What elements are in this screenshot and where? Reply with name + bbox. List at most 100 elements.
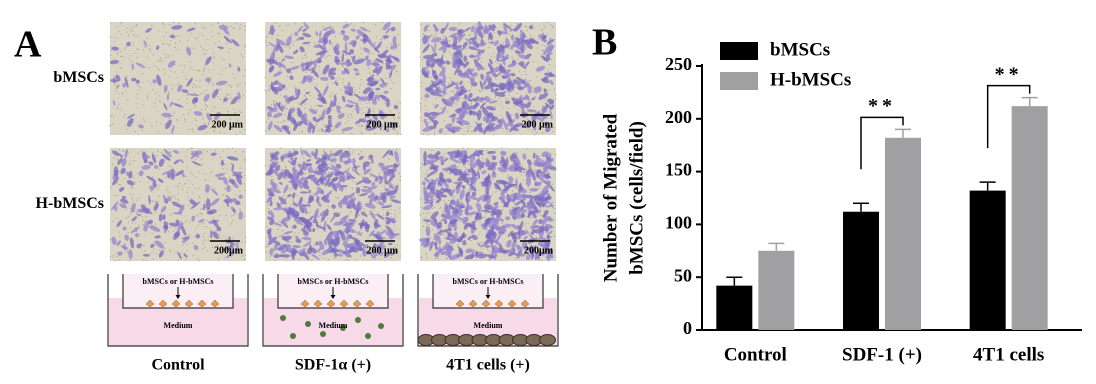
- texture: [171, 215, 172, 216]
- texture: [420, 215, 421, 216]
- texture: [352, 170, 353, 171]
- texture: [489, 155, 490, 156]
- texture: [419, 213, 420, 214]
- legend-swatch: [720, 42, 758, 60]
- chemokine: [280, 315, 286, 321]
- texture: [116, 183, 117, 184]
- texture: [233, 108, 234, 109]
- texture: [501, 105, 502, 106]
- texture: [117, 26, 118, 27]
- texture: [453, 91, 454, 92]
- texture: [138, 89, 139, 90]
- texture: [169, 192, 170, 193]
- texture: [213, 69, 214, 70]
- texture: [234, 112, 235, 113]
- texture: [420, 198, 421, 199]
- texture: [183, 106, 184, 107]
- texture: [361, 110, 362, 111]
- texture: [381, 29, 382, 30]
- texture: [441, 108, 442, 109]
- texture: [219, 235, 220, 236]
- texture: [142, 216, 143, 217]
- row-label: bMSCs: [53, 69, 104, 86]
- texture: [319, 252, 320, 253]
- texture: [485, 213, 486, 214]
- texture: [524, 172, 525, 173]
- texture: [327, 160, 328, 161]
- texture: [178, 99, 179, 100]
- texture: [360, 84, 361, 85]
- y-axis-label: bMSCs (cells/field): [626, 121, 647, 275]
- texture: [278, 236, 279, 237]
- texture: [184, 183, 185, 184]
- texture: [419, 117, 420, 118]
- texture: [196, 126, 197, 127]
- texture: [223, 59, 224, 60]
- texture: [510, 227, 511, 228]
- texture: [323, 26, 324, 27]
- texture: [135, 182, 136, 183]
- texture: [295, 23, 296, 24]
- scale-bar-label: 200 μm: [212, 119, 244, 130]
- texture: [480, 242, 481, 243]
- texture: [202, 243, 203, 244]
- texture: [188, 187, 189, 188]
- texture: [192, 174, 193, 175]
- texture: [393, 117, 394, 118]
- texture: [120, 22, 121, 23]
- texture: [120, 34, 121, 35]
- texture: [177, 84, 178, 85]
- texture: [448, 200, 449, 201]
- texture: [311, 83, 312, 84]
- texture: [154, 242, 155, 243]
- texture: [292, 45, 293, 46]
- diagram-cells: bMSCs or H-bMSCs: [143, 277, 214, 286]
- texture: [394, 210, 395, 211]
- texture: [206, 210, 207, 211]
- texture: [542, 50, 543, 51]
- texture: [526, 26, 527, 27]
- texture: [470, 126, 471, 127]
- texture: [324, 124, 325, 125]
- texture: [153, 248, 154, 249]
- texture: [319, 66, 320, 67]
- texture: [484, 188, 485, 189]
- texture: [119, 232, 120, 233]
- texture: [453, 198, 454, 199]
- texture: [325, 231, 326, 232]
- texture: [166, 190, 167, 191]
- texture: [157, 150, 158, 151]
- texture: [426, 252, 427, 253]
- x-tick-label: Control: [724, 344, 787, 365]
- texture: [539, 187, 540, 188]
- texture: [200, 46, 201, 47]
- texture: [382, 235, 383, 236]
- texture: [239, 53, 240, 54]
- texture: [361, 132, 362, 133]
- texture: [553, 27, 554, 28]
- texture: [197, 37, 198, 38]
- texture: [211, 31, 212, 32]
- texture: [199, 196, 200, 197]
- texture: [337, 197, 338, 198]
- texture: [152, 89, 153, 90]
- texture: [277, 122, 278, 123]
- texture: [175, 71, 176, 72]
- texture: [421, 257, 422, 258]
- texture: [447, 111, 448, 112]
- texture: [302, 131, 303, 132]
- texture: [125, 91, 126, 92]
- texture: [193, 130, 194, 131]
- texture: [383, 215, 384, 216]
- texture: [555, 94, 556, 95]
- texture: [268, 204, 269, 205]
- texture: [435, 35, 436, 36]
- texture: [223, 150, 224, 151]
- texture: [397, 133, 398, 134]
- texture: [185, 156, 186, 157]
- texture: [149, 45, 150, 46]
- texture: [117, 52, 118, 53]
- texture: [231, 26, 232, 27]
- texture: [443, 128, 444, 129]
- texture: [488, 251, 489, 252]
